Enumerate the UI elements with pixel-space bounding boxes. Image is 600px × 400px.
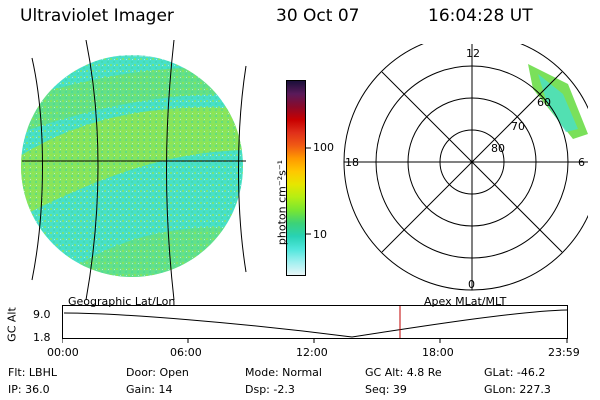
- colorbar-tick-100: 100: [313, 141, 334, 154]
- colorbar: [286, 80, 306, 276]
- mlt-label-18: 18: [345, 156, 359, 169]
- seq-info: Seq: 39: [365, 383, 407, 396]
- alt-tick-high: 9.0: [33, 308, 51, 321]
- altitude-curve: [63, 309, 568, 338]
- polar-grid: [343, 44, 588, 291]
- glat-info: GLat: -46.2: [484, 366, 546, 379]
- instrument-title: Ultraviolet Imager: [20, 6, 174, 26]
- dsp-info: Dsp: -2.3: [245, 383, 295, 396]
- filter-info: Flt: LBHL: [8, 366, 57, 379]
- time-tick-2359: 23:59: [548, 346, 580, 359]
- glon-info: GLon: 227.3: [484, 383, 551, 396]
- alt-axis-label: GC Alt: [5, 307, 19, 342]
- gc-alt-info: GC Alt: 4.8 Re: [365, 366, 442, 379]
- uv-emission-disk: [21, 55, 243, 277]
- colorbar-tick-10: 10: [313, 228, 327, 241]
- ip-info: IP: 36.0: [8, 383, 50, 396]
- magnetic-polar-panel: [343, 44, 588, 291]
- colorbar-unit-label: photon cm⁻²s⁻¹: [275, 159, 289, 246]
- time-tick-0000: 00:00: [47, 346, 79, 359]
- gain-info: Gain: 14: [126, 383, 173, 396]
- door-info: Door: Open: [126, 366, 189, 379]
- colorbar-ticks: [306, 147, 311, 235]
- mlat-label-60: 60: [537, 96, 551, 109]
- mlt-label-6: 6: [578, 156, 585, 169]
- mode-info: Mode: Normal: [245, 366, 322, 379]
- time-tick-0600: 06:00: [170, 346, 202, 359]
- geographic-image-panel: [21, 40, 247, 300]
- altitude-plot: [62, 305, 568, 343]
- mlat-label-80: 80: [491, 142, 505, 155]
- alt-tick-low: 1.8: [33, 331, 51, 344]
- lon-grid-lines: [31, 40, 247, 300]
- time-tick-1800: 18:00: [422, 346, 454, 359]
- geographic-label: Geographic Lat/Lon: [68, 295, 176, 308]
- time-tick-1200: 12:00: [296, 346, 328, 359]
- magnetic-label: Apex MLat/MLT: [424, 295, 507, 308]
- mlt-label-0: 0: [468, 278, 475, 291]
- time-label: 16:04:28 UT: [428, 6, 533, 26]
- mlt-label-12: 12: [466, 47, 480, 60]
- date-label: 30 Oct 07: [276, 6, 360, 26]
- mlat-label-70: 70: [511, 120, 525, 133]
